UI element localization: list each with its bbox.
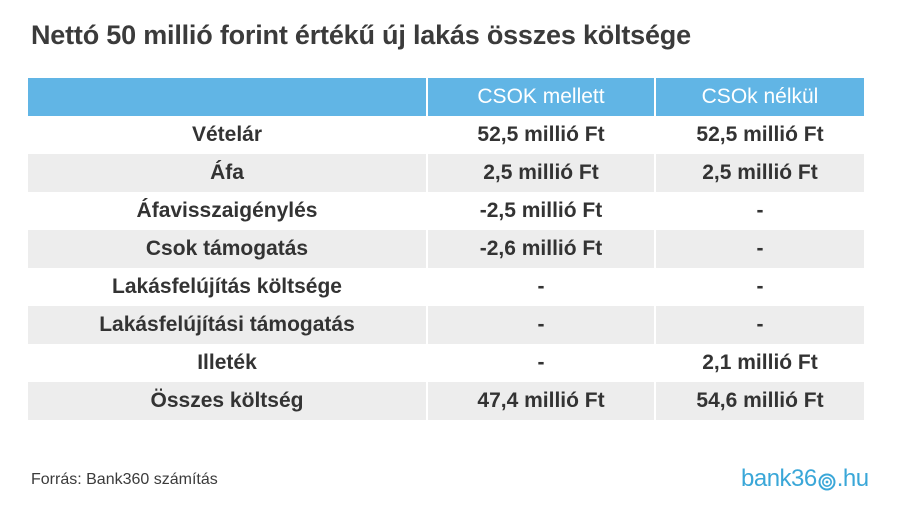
row-label-cell: Illeték xyxy=(28,344,426,382)
csok-mellett-cell: - xyxy=(428,344,654,382)
table-row: Összes költség 47,4 millió Ft 54,6 millió … xyxy=(28,382,864,420)
csok-nelkul-cell: 2,5 millió Ft xyxy=(656,154,864,192)
csok-nelkul-cell: - xyxy=(656,192,864,230)
csok-nelkul-cell: 2,1 millió Ft xyxy=(656,344,864,382)
logo-swirl-icon xyxy=(818,470,836,491)
csok-nelkul-cell: - xyxy=(656,306,864,344)
table-row: Áfa 2,5 millió Ft 2,5 millió Ft xyxy=(28,154,864,192)
table-row: Lakásfelújítási támogatás - - xyxy=(28,306,864,344)
row-label-cell: Vételár xyxy=(28,116,426,154)
csok-nelkul-cell: 54,6 millió Ft xyxy=(656,382,864,420)
csok-mellett-cell: -2,5 millió Ft xyxy=(428,192,654,230)
row-label-cell: Áfavisszaigénylés xyxy=(28,192,426,230)
row-label-cell: Lakásfelújítás költsége xyxy=(28,268,426,306)
table-row: Vételár 52,5 millió Ft 52,5 millió Ft xyxy=(28,116,864,154)
csok-nelkul-cell: 52,5 millió Ft xyxy=(656,116,864,154)
row-label-cell: Összes költség xyxy=(28,382,426,420)
chart-title: Nettó 50 millió forint értékű új lakás ö… xyxy=(31,20,691,50)
csok-nelkul-cell: - xyxy=(656,230,864,268)
table-row: Csok támogatás -2,6 millió Ft - xyxy=(28,230,864,268)
csok-mellett-cell: -2,6 millió Ft xyxy=(428,230,654,268)
header-cell-csok-nelkul: CSOk nélkül xyxy=(656,78,864,116)
header-cell-csok-mellett: CSOK mellett xyxy=(428,78,654,116)
csok-nelkul-cell: - xyxy=(656,268,864,306)
csok-mellett-cell: 2,5 millió Ft xyxy=(428,154,654,192)
table-header-row: CSOK mellett CSOk nélkül xyxy=(28,78,864,116)
source-note: Forrás: Bank360 számítás xyxy=(31,471,218,488)
bank360-logo: bank36 .hu xyxy=(741,465,869,493)
table-row: Áfavisszaigénylés -2,5 millió Ft - xyxy=(28,192,864,230)
table-row: Illeték -2,1 millió Ft xyxy=(28,344,864,382)
csok-mellett-cell: 52,5 millió Ft xyxy=(428,116,654,154)
row-label-cell: Csok támogatás xyxy=(28,230,426,268)
table-row: Lakásfelújítás költsége - - xyxy=(28,268,864,306)
cost-table: CSOK mellett CSOk nélkül Vételár 52,5 mil… xyxy=(28,78,864,420)
row-label-cell: Áfa xyxy=(28,154,426,192)
csok-mellett-cell: - xyxy=(428,306,654,344)
csok-mellett-cell: - xyxy=(428,268,654,306)
table-body: Vételár 52,5 millió Ft 52,5 millió Ft Áfa 2,… xyxy=(28,116,864,420)
logo-text-post: .hu xyxy=(836,465,869,492)
row-label-cell: Lakásfelújítási támogatás xyxy=(28,306,426,344)
header-cell-label xyxy=(28,78,426,116)
logo-text-pre: bank36 xyxy=(741,465,817,492)
csok-mellett-cell: 47,4 millió Ft xyxy=(428,382,654,420)
